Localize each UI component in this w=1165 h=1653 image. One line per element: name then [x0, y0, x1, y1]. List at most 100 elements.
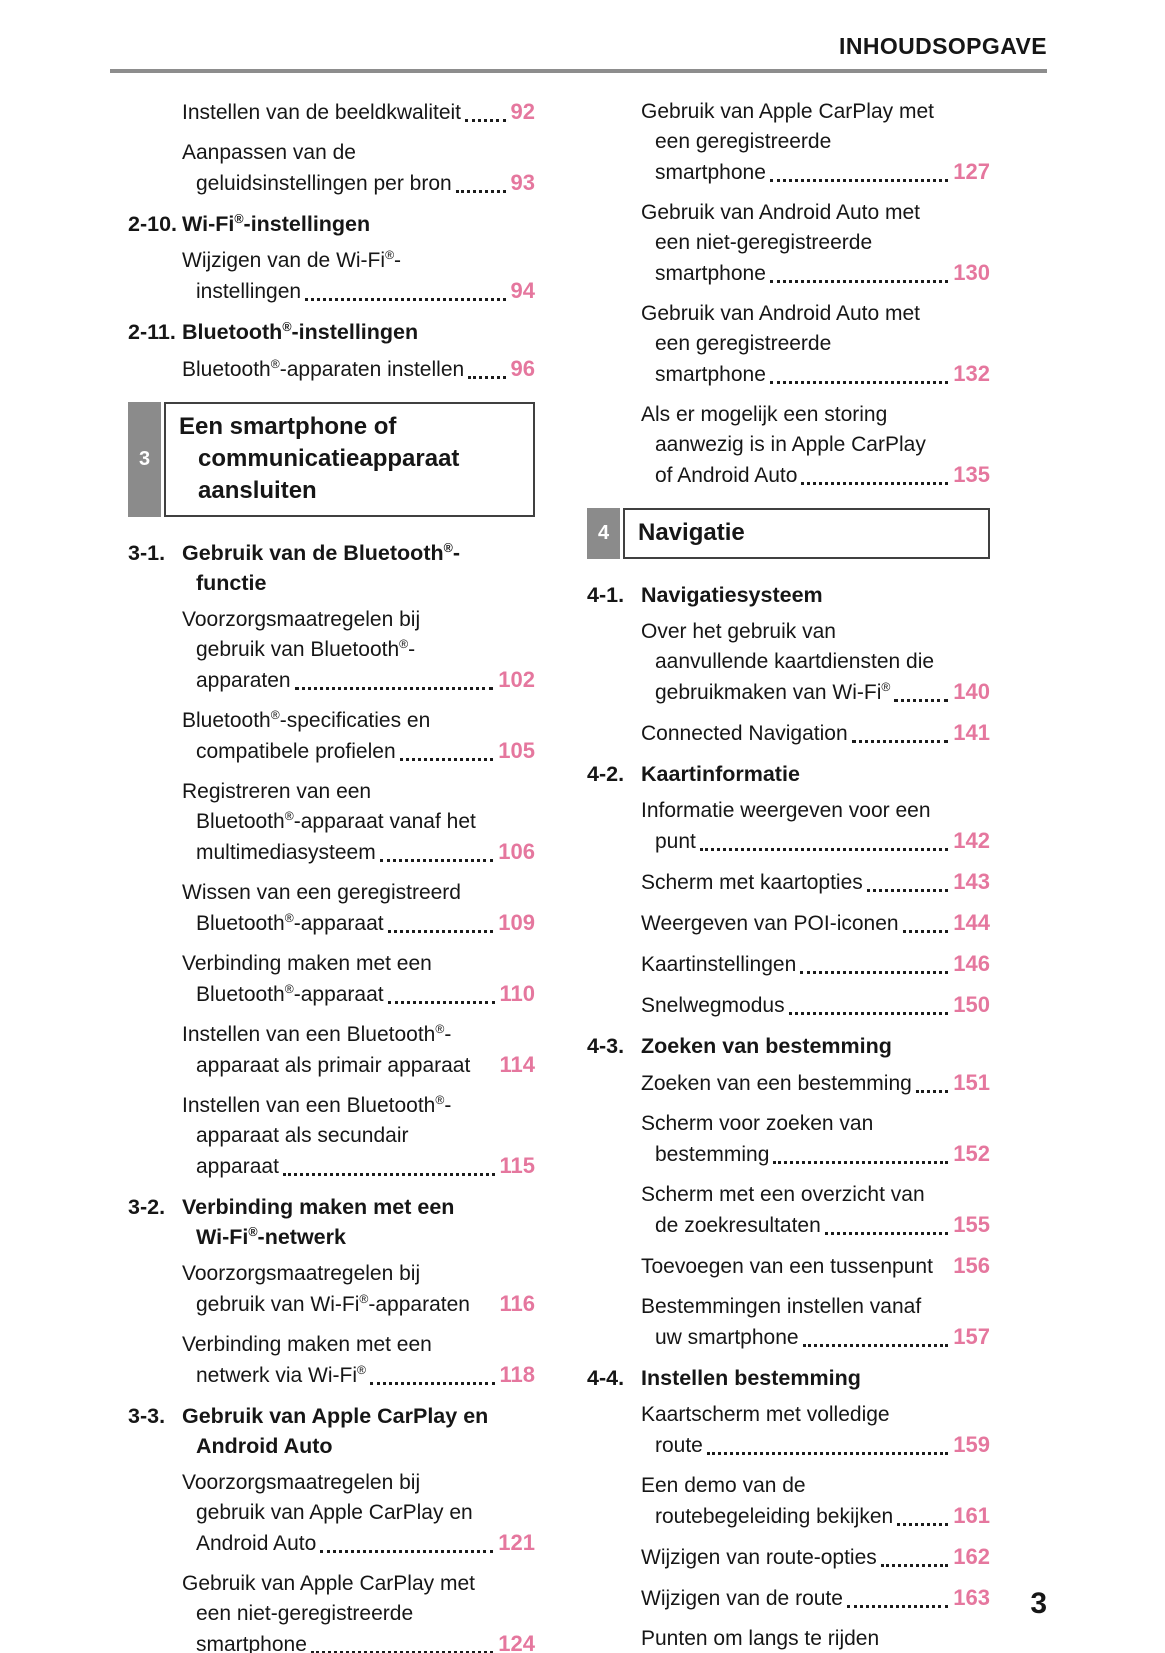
- section-title-line: Wi-Fi®-instellingen: [182, 211, 371, 236]
- toc-entry-line: Kaartscherm met volledige: [641, 1403, 890, 1426]
- toc-entry: Scherm voor zoeken van bestemming 152: [587, 1109, 990, 1170]
- toc-entry: Gebruik van Apple CarPlay met een geregis…: [587, 97, 990, 188]
- dot-leader: [465, 119, 506, 122]
- section-title-line: Kaartinformatie: [641, 762, 800, 786]
- page-ref: 130: [953, 260, 990, 285]
- page-ref: 135: [953, 462, 990, 487]
- toc-entry-line: Als er mogelijk een storing: [641, 403, 888, 426]
- chapter-title-line: aansluiten: [198, 477, 317, 504]
- toc-entry-line: Punten om langs te rijden: [641, 1627, 880, 1650]
- toc-entry-line: Bluetooth®-specificaties en: [182, 708, 431, 732]
- toc-entry: Snelwegmodus 150: [587, 990, 990, 1021]
- dot-leader: [880, 1564, 949, 1567]
- dot-leader: [773, 1161, 949, 1164]
- chapter-title-box: Navigatie: [623, 508, 990, 559]
- section-title: Verbinding maken met een Wi-Fi®-netwerk: [182, 1192, 535, 1252]
- toc-entry-text: multimediasysteem: [196, 841, 376, 864]
- chapter-title-line: Navigatie: [638, 519, 745, 546]
- page-ref: 144: [953, 910, 990, 935]
- toc-entry-line: Scherm met een overzicht van: [641, 1183, 925, 1206]
- toc-entry-line: Scherm voor zoeken van: [641, 1112, 874, 1135]
- toc-entry-line: punt 142: [587, 826, 990, 857]
- toc-entry: Een demo van de routebegeleiding bekijken…: [587, 1471, 990, 1532]
- section-number: 2-10.: [128, 212, 178, 236]
- dot-leader: [387, 930, 494, 933]
- toc-entry-line: Voorzorgsmaatregelen bij: [182, 1262, 421, 1285]
- toc-entry-text: smartphone: [655, 161, 766, 184]
- toc-entry-line: gebruik van Bluetooth®-: [196, 637, 416, 661]
- toc-entry: Scherm met een overzicht van de zoekresul…: [587, 1180, 990, 1241]
- toc-entry: Aanpassen van de geluidsinstellingen per …: [128, 138, 535, 199]
- toc-entry-line: Informatie weergeven voor een: [641, 799, 931, 822]
- toc-entry: Voorzorgsmaatregelen bij gebruik van Appl…: [128, 1468, 535, 1559]
- toc-entry-text: Kaartinstellingen: [641, 953, 797, 976]
- toc-entry-text: Wijzigen van de route: [641, 1587, 843, 1610]
- section-title-line: Instellen bestemming: [641, 1366, 861, 1390]
- page-ref: 132: [953, 361, 990, 386]
- toc-entry-text: gebruik van Wi-Fi®-apparaten: [196, 1292, 470, 1316]
- toc-entry-text: Bluetooth®-apparaat: [196, 911, 384, 935]
- dot-leader: [455, 190, 506, 193]
- dot-leader: [320, 1550, 494, 1553]
- dot-leader: [370, 1382, 495, 1385]
- toc-entry: Gebruik van Apple CarPlay met een niet-ge…: [128, 1569, 535, 1653]
- toc-entry-line: apparaat als primair apparaat 114: [128, 1050, 535, 1081]
- toc-entry: Informatie weergeven voor een punt 142: [587, 796, 990, 857]
- chapter-number-tab: 4: [587, 508, 620, 559]
- header-divider: [110, 69, 1047, 73]
- toc-entry-line: Wijzigen van de route 163: [587, 1583, 990, 1614]
- page-ref: 127: [953, 159, 990, 184]
- toc-entry-line: Instellen van de beeldkwaliteit 92: [128, 97, 535, 128]
- section-number: 3-3.: [128, 1404, 166, 1428]
- toc-entry-line: apparaten 102: [128, 665, 535, 696]
- toc-entry-line: Wissen van een geregistreerd: [182, 881, 461, 904]
- dot-leader: [802, 1344, 949, 1347]
- section-title-line: Android Auto: [196, 1434, 333, 1458]
- toc-entry-line: Bluetooth®-apparaten instellen 96: [128, 354, 535, 385]
- page-ref: 151: [953, 1070, 990, 1095]
- toc-entry-text: of Android Auto: [655, 464, 798, 487]
- section-title: Wi-Fi®-instellingen: [182, 209, 535, 239]
- toc-entry: Instellen van de beeldkwaliteit 92: [128, 97, 535, 128]
- section-title-line: Gebruik van de Bluetooth®-: [182, 540, 460, 565]
- dot-leader: [915, 1090, 949, 1093]
- section-title-line: Navigatiesysteem: [641, 583, 823, 607]
- page-ref: 146: [953, 951, 990, 976]
- section-number: 4-2.: [587, 762, 625, 786]
- toc-entry-line: Wijzigen van de Wi-Fi®-: [182, 248, 402, 272]
- dot-leader: [310, 1651, 494, 1653]
- dot-leader: [801, 482, 949, 485]
- toc-entry-line: Een demo van de: [641, 1474, 806, 1497]
- section-title: Zoeken van bestemming: [641, 1031, 990, 1061]
- toc-entry-line: route 159: [587, 1430, 990, 1461]
- toc-entry: Registreren van een Bluetooth®-apparaat v…: [128, 777, 535, 868]
- section-title: Navigatiesysteem: [641, 580, 990, 610]
- dot-leader: [894, 699, 949, 702]
- toc-entry-text: Instellen van de beeldkwaliteit: [182, 101, 462, 124]
- dot-leader: [769, 381, 949, 384]
- page-ref: 142: [953, 828, 990, 853]
- toc-entry: Connected Navigation 141: [587, 718, 990, 749]
- dot-leader: [305, 298, 506, 301]
- page-ref: 159: [953, 1432, 990, 1457]
- toc-entry: Bluetooth®-specificaties en compatibele p…: [128, 706, 535, 767]
- page-ref: 118: [499, 1362, 536, 1387]
- toc-entry-text: routebegeleiding bekijken: [655, 1505, 894, 1528]
- page-ref: 96: [510, 356, 535, 381]
- toc-entry-line: Gebruik van Android Auto met: [641, 302, 920, 325]
- toc-entry-text: Wijzigen van route-opties: [641, 1546, 877, 1569]
- toc-entry-line: Kaartinstellingen 146: [587, 949, 990, 980]
- chapter-title-box: Een smartphone of communicatieapparaat aan…: [164, 402, 535, 517]
- toc-entry-text: de zoekresultaten: [655, 1214, 821, 1237]
- toc-section-heading: 4-3. Zoeken van bestemming: [587, 1031, 990, 1061]
- toc-entry: Instellen van een Bluetooth®- apparaat al…: [128, 1091, 535, 1182]
- page-ref: 143: [953, 869, 990, 894]
- page-ref: 94: [510, 278, 535, 303]
- toc-entry: Wijzigen van de Wi-Fi®- instellingen 94: [128, 246, 535, 307]
- toc-entry-text: Scherm met kaartopties: [641, 871, 863, 894]
- toc-entry-line: netwerk via Wi-Fi® 118: [128, 1360, 535, 1391]
- toc-entry-line: een geregistreerde: [655, 332, 832, 355]
- page-ref: 115: [499, 1153, 536, 1178]
- toc-entry-text: apparaat: [196, 1155, 279, 1178]
- page-ref: 152: [953, 1141, 990, 1166]
